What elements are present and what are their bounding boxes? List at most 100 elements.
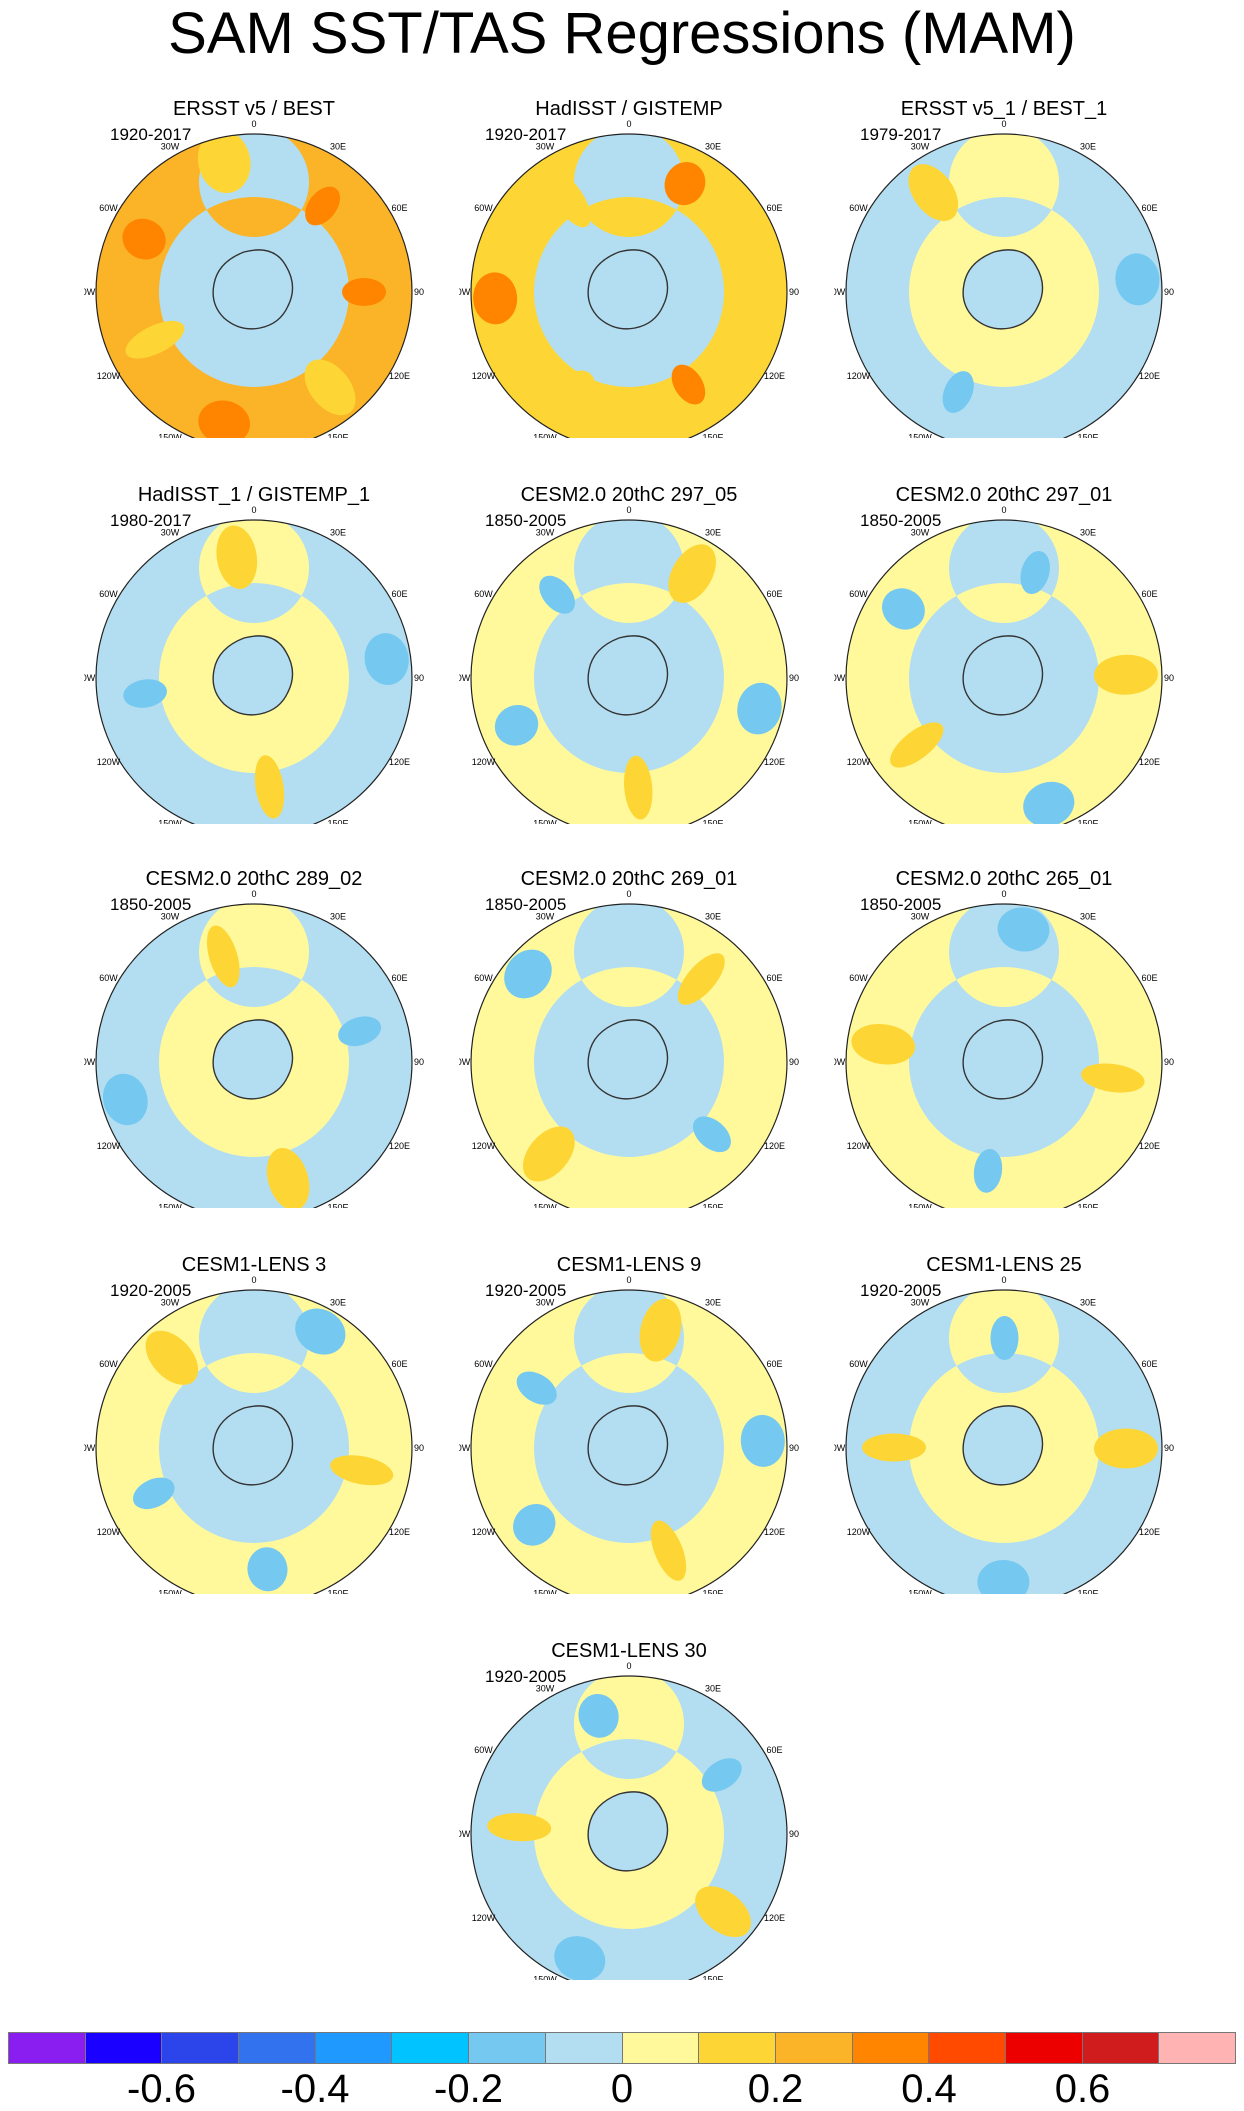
anomaly-blob <box>882 588 925 630</box>
longitude-label: 60E <box>1141 203 1157 213</box>
colorbar-tick-label: -0.6 <box>127 2067 196 2111</box>
longitude-label: 30E <box>330 912 346 922</box>
longitude-label: 120E <box>389 757 410 767</box>
longitude-label: 0 <box>1001 119 1006 129</box>
anomaly-blob <box>851 1023 916 1065</box>
map-boundary <box>845 519 1163 824</box>
longitude-label: 90W <box>84 1443 96 1453</box>
anomaly-blob <box>890 722 944 768</box>
longitude-label: 150W <box>533 432 557 438</box>
longitude-label: 120E <box>1139 757 1160 767</box>
longitude-label: 0 <box>251 1275 256 1285</box>
anomaly-blob <box>1115 253 1160 306</box>
anomaly-blob <box>1023 781 1075 824</box>
panel-years: 1850-2005 <box>110 895 192 914</box>
longitude-label: 0 <box>626 889 631 899</box>
panel-title: CESM2.0 20thC 289_02 <box>145 868 363 890</box>
longitude-label: 150W <box>908 818 932 824</box>
longitude-label: 30W <box>911 1298 930 1308</box>
anomaly-blob <box>125 320 185 359</box>
anomaly-blob <box>304 359 356 416</box>
longitude-label: 60E <box>1141 589 1157 599</box>
polar-map: 030E60E90E120E150E180150W120W90W60W30W <box>834 889 1174 1208</box>
antarctica-landmass <box>212 635 294 716</box>
longitude-label: 30W <box>911 912 930 922</box>
colorbar-tick-label: -0.4 <box>280 2067 350 2111</box>
map-panel: 030E60E90E120E150E180150W120W90W60W30WCE… <box>459 484 799 824</box>
longitude-label: 150W <box>533 1202 557 1208</box>
longitude-label: 90E <box>1164 287 1174 297</box>
longitude-label: 60E <box>1141 1359 1157 1369</box>
colorbar-segment <box>9 2033 86 2063</box>
anomaly-blob <box>197 134 251 194</box>
anomaly-blob <box>123 679 167 708</box>
polar-map: 030E60E90E120E150E180150W120W90W60W30W <box>834 505 1174 824</box>
panel-years: 1980-2017 <box>110 511 192 530</box>
panel-years: 1850-2005 <box>860 511 942 530</box>
map-boundary <box>845 1289 1163 1594</box>
polar-map: 030E60E90E120E150E180150W120W90W60W30W <box>459 505 799 824</box>
anomaly-blob <box>1093 654 1158 695</box>
antarctica-landmass <box>212 249 294 330</box>
longitude-label: 90E <box>789 1829 799 1839</box>
anomaly-blob <box>122 218 166 260</box>
colorbar-tick-label: 0.2 <box>747 2067 804 2111</box>
map-boundary <box>470 133 788 438</box>
longitude-label: 120E <box>389 371 410 381</box>
longitude-label: 120W <box>472 1913 496 1923</box>
longitude-label: 0 <box>626 119 631 129</box>
longitude-label: 90E <box>1164 1443 1174 1453</box>
longitude-label: 150W <box>908 1202 932 1208</box>
longitude-label: 90W <box>834 1443 846 1453</box>
longitude-label: 120E <box>764 1141 785 1151</box>
longitude-label: 30W <box>536 1298 555 1308</box>
map-panel: 030E60E90E120E150E180150W120W90W60W30WCE… <box>459 868 799 1208</box>
longitude-label: 120E <box>1139 1527 1160 1537</box>
longitude-label: 90W <box>84 673 96 683</box>
longitude-label: 60E <box>766 1745 782 1755</box>
longitude-label: 60W <box>849 589 868 599</box>
longitude-label: 120E <box>389 1527 410 1537</box>
anomaly-blob <box>650 1520 687 1581</box>
anomaly-blob <box>664 161 706 206</box>
panel-years: 1920-2017 <box>110 125 192 144</box>
anomaly-blob <box>206 925 240 988</box>
longitude-label: 150W <box>158 818 182 824</box>
polar-map: 030E60E90E120E150E180150W120W90W60W30W <box>459 1661 799 1980</box>
map-boundary <box>845 133 1163 438</box>
longitude-label: 0 <box>626 505 631 515</box>
panel-title: HadISST / GISTEMP <box>535 98 723 120</box>
longitude-label: 150W <box>533 818 557 824</box>
antarctica-landmass <box>587 1019 669 1100</box>
longitude-label: 120E <box>1139 371 1160 381</box>
longitude-label: 120W <box>472 371 496 381</box>
longitude-label: 30E <box>1080 528 1096 538</box>
colorbar-segment <box>162 2033 240 2063</box>
longitude-label: 150E <box>702 1202 723 1208</box>
antarctica-landmass <box>587 1791 669 1872</box>
longitude-label: 120E <box>764 1527 785 1537</box>
longitude-label: 150E <box>327 432 348 438</box>
longitude-label: 90E <box>414 1057 424 1067</box>
anomaly-blob <box>977 1559 1030 1594</box>
longitude-label: 60E <box>766 203 782 213</box>
antarctica-landmass <box>212 1019 294 1100</box>
anomaly-blob <box>1020 551 1050 595</box>
anomaly-blob <box>550 370 597 431</box>
anomaly-blob <box>997 907 1050 952</box>
longitude-label: 30E <box>705 142 721 152</box>
map-panel: 030E60E90E120E150E180150W120W90W60W30WCE… <box>834 868 1174 1208</box>
longitude-label: 0 <box>251 889 256 899</box>
longitude-label: 0 <box>626 1275 631 1285</box>
anomaly-blob <box>554 1936 606 1980</box>
longitude-label: 120W <box>847 1141 871 1151</box>
anomaly-blob <box>737 682 782 735</box>
antarctica-landmass <box>962 1019 1044 1100</box>
panel-title: CESM1-LENS 3 <box>181 1254 327 1276</box>
longitude-label: 150W <box>158 1588 182 1594</box>
longitude-label: 60W <box>474 203 493 213</box>
map-panel: 030E60E90E120E150E180150W120W90W60W30WHa… <box>84 484 424 824</box>
colorbar-tick-label: 0 <box>610 2067 634 2111</box>
colorbar-segment <box>699 2033 776 2063</box>
longitude-label: 60W <box>474 1359 493 1369</box>
